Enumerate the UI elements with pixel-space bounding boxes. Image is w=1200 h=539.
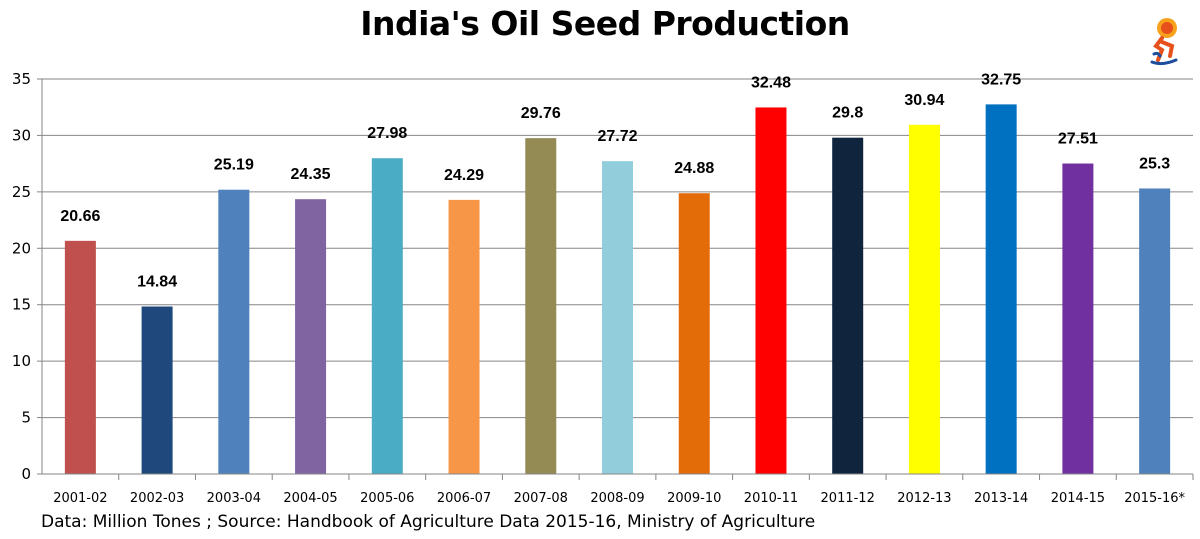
bar-2015-16* [1139,188,1171,474]
data-label: 20.66 [60,208,100,225]
y-tick-label: 10 [12,352,31,370]
x-tick-label: 2008-09 [590,491,644,506]
x-tick-label: 2003-04 [207,491,261,506]
bar-2014-15 [1062,163,1094,474]
data-label: 27.98 [367,125,407,142]
x-tick-label: 2012-13 [897,491,951,506]
y-tick-label: 20 [12,239,31,257]
data-label: 27.51 [1058,131,1098,148]
data-label: 24.29 [444,167,484,184]
y-tick-label: 25 [12,183,31,201]
data-label: 25.3 [1139,155,1170,172]
data-label: 24.88 [674,160,714,177]
y-tick-label: 30 [12,126,31,144]
bar-2007-08 [525,138,557,474]
data-label: 25.19 [214,157,254,174]
data-label: 24.35 [291,166,331,183]
bar-2002-03 [141,306,173,474]
data-label: 30.94 [904,92,944,109]
x-tick-label: 2009-10 [667,491,721,506]
bar-2004-05 [295,199,327,474]
data-label: 27.72 [597,128,637,145]
x-tick-label: 2002-03 [130,491,184,506]
x-tick-label: 2011-12 [821,491,875,506]
data-label: 32.48 [751,74,791,91]
x-tick-label: 2004-05 [283,491,337,506]
source-note: Data: Million Tones ; Source: Handbook o… [41,512,816,532]
bar-2009-10 [678,193,710,474]
x-tick-label: 2006-07 [437,491,491,506]
bar-2001-02 [64,240,96,474]
bar-2012-13 [908,124,940,474]
data-label: 32.75 [981,71,1021,88]
x-tick-label: 2013-14 [974,491,1028,506]
bar-2008-09 [602,161,633,474]
data-label: 14.84 [137,274,177,291]
bar-2005-06 [371,158,403,474]
x-tick-label: 2010-11 [744,491,798,506]
data-label: 29.76 [521,105,561,122]
y-tick-label: 15 [12,296,31,314]
y-tick-label: 0 [21,465,31,483]
x-tick-label: 2014-15 [1051,491,1105,506]
y-tick-label: 5 [21,409,31,427]
x-tick-label: 2005-06 [360,491,414,506]
data-label: 29.8 [832,105,863,122]
x-tick-label: 2007-08 [514,491,568,506]
x-tick-label: 2015-16* [1124,491,1185,506]
bar-2006-07 [448,199,480,474]
chart-title: India's Oil Seed Production [360,4,850,43]
bar-2011-12 [832,137,864,474]
bar-2013-14 [985,104,1017,475]
bar-2003-04 [218,189,250,474]
bar-2010-11 [755,107,787,474]
runner-flame-logo-icon [1150,18,1178,66]
x-tick-label: 2001-02 [53,491,107,506]
y-tick-label: 35 [12,70,31,88]
